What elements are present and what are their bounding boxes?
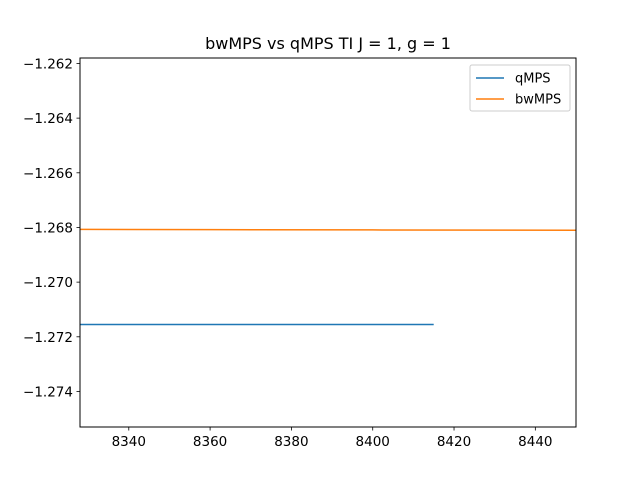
x-tick-label: 8420 bbox=[437, 434, 471, 450]
y-tick-label: −1.268 bbox=[23, 220, 73, 236]
y-tick-label: −1.274 bbox=[23, 384, 73, 400]
plot-area-frame bbox=[79, 57, 577, 428]
legend: qMPS bwMPS bbox=[469, 64, 571, 112]
x-axis-ticks: 8340 8360 8380 8400 8420 8440 bbox=[112, 427, 553, 450]
legend-label-qmps: qMPS bbox=[515, 72, 551, 87]
y-tick-label: −1.266 bbox=[23, 166, 73, 182]
y-tick-label: −1.264 bbox=[23, 111, 73, 127]
y-tick-label: −1.272 bbox=[23, 330, 73, 346]
x-tick-label: 8440 bbox=[518, 434, 552, 450]
y-tick-label: −1.270 bbox=[23, 275, 73, 291]
x-tick-label: 8380 bbox=[274, 434, 308, 450]
series-line-bwmps bbox=[80, 228, 576, 231]
x-tick-label: 8360 bbox=[193, 434, 227, 450]
x-tick-label: 8340 bbox=[112, 434, 146, 450]
legend-label-bwmps: bwMPS bbox=[515, 93, 561, 108]
chart-title: bwMPS vs qMPS TI J = 1, g = 1 bbox=[205, 34, 451, 53]
series-layer bbox=[80, 228, 576, 326]
y-tick-label: −1.262 bbox=[23, 56, 73, 72]
y-axis-ticks: −1.274 −1.272 −1.270 −1.268 −1.266 −1.264 −1.2… bbox=[23, 56, 80, 400]
x-tick-label: 8400 bbox=[356, 434, 390, 450]
